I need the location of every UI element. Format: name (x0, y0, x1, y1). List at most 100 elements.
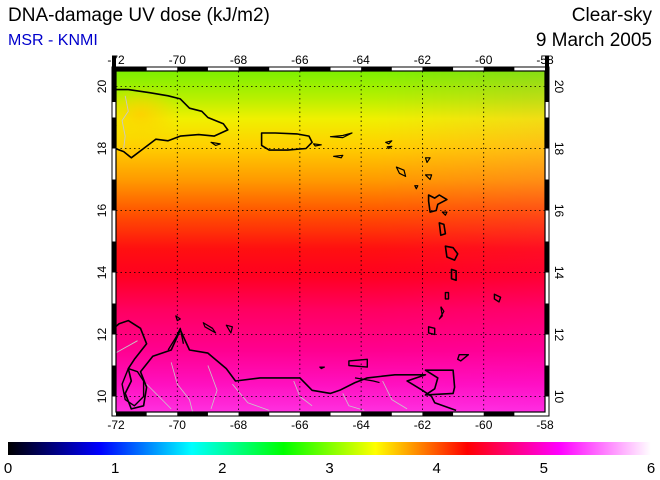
coast-martinique (444, 245, 459, 261)
colorbar-tick-label: 3 (325, 460, 333, 477)
frame-bar-right (545, 241, 549, 273)
lon-tick-label-bottom: -60 (475, 418, 493, 432)
map-outer-frame (111, 66, 550, 417)
lon-tick-label-bottom: -62 (414, 418, 432, 432)
coast-antigua (424, 174, 433, 181)
coast-barbuda (424, 157, 431, 163)
product-label: Clear-sky (571, 5, 652, 26)
coast-aruba (175, 315, 181, 322)
lon-tick-label-top: -62 (414, 53, 432, 67)
frame-bar-bottom (299, 412, 331, 416)
coast-st-martin (386, 145, 393, 150)
frame-bar-top (116, 67, 147, 71)
frame-bar-bottom (483, 412, 515, 416)
lat-tick-label-left: 12 (95, 328, 109, 342)
lat-tick-label-right: 16 (552, 204, 566, 218)
frame-bar-left (112, 179, 116, 211)
frame-bar-right (545, 303, 549, 335)
lon-tick-label-bottom: -58 (536, 418, 554, 432)
coast-lake-maracaibo (121, 367, 145, 407)
frame-bar-top (177, 67, 208, 71)
frame-bar-top (299, 67, 331, 71)
lon-tick-label-top: -72 (107, 53, 125, 67)
border-ven-state-5 (342, 393, 365, 411)
frame-bar-bottom (361, 412, 392, 416)
lat-tick-label-right: 18 (552, 142, 566, 156)
border-ven-state-1 (170, 362, 193, 412)
coast-barbados (493, 293, 502, 303)
coast-marie-galante (441, 211, 448, 216)
frame-bar-left (112, 365, 116, 397)
border-ven-state-2 (207, 365, 218, 410)
colorbar-tick-label: 0 (4, 460, 12, 477)
frame-bar-top (422, 67, 454, 71)
lat-tick-label-left: 20 (95, 80, 109, 94)
lat-tick-label-left: 16 (95, 204, 109, 218)
frame-bar-right (545, 179, 549, 211)
coast-puerto-rico (260, 132, 313, 151)
coast-dominica (438, 222, 447, 237)
lon-tick-label-top: -66 (291, 53, 309, 67)
source-label: MSR - KNMI (8, 32, 98, 49)
colorbar-tick-label: 5 (540, 460, 548, 477)
coast-anguilla (385, 140, 393, 145)
frame-bar-top (361, 67, 392, 71)
lat-tick-label-left: 14 (95, 266, 109, 280)
border-colombia-venezuela (116, 340, 138, 354)
coast-montserrat (414, 185, 419, 190)
frame-bar-left (112, 117, 116, 149)
lon-tick-label-top: -70 (169, 53, 187, 67)
lat-tick-label-right: 12 (552, 328, 566, 342)
coast-curacao (202, 322, 217, 334)
lon-tick-label-top: -60 (475, 53, 493, 67)
coast-vieques (313, 143, 322, 147)
frame-bar-left (112, 55, 116, 102)
lon-tick-label-bottom: -70 (169, 418, 187, 432)
frame-bar-right (545, 55, 549, 102)
lon-tick-label-top: -68 (230, 53, 248, 67)
colorbar-gradient (8, 442, 651, 455)
coast-south-america (116, 319, 457, 412)
border-ven-state-6 (382, 380, 408, 410)
frame-bar-right (545, 365, 549, 397)
coast-paraguana (167, 327, 185, 351)
coast-st-croix (333, 154, 344, 159)
map-title: DNA-damage UV dose (kJ/m2) (8, 5, 270, 26)
lat-tick-label-right: 14 (552, 266, 566, 280)
lon-tick-label-bottom: -66 (291, 418, 309, 432)
frame-bar-top (238, 67, 270, 71)
frame-bar-bottom (177, 412, 208, 416)
border-haiti-dr (121, 95, 129, 149)
frame-bar-bottom (238, 412, 270, 416)
lat-tick-label-left: 10 (95, 390, 109, 404)
lon-tick-label-bottom: -72 (107, 418, 125, 432)
colorbar-tick-label: 6 (647, 460, 655, 477)
coast-guadeloupe (427, 194, 448, 213)
lon-tick-label-bottom: -68 (230, 418, 248, 432)
date-label: 9 March 2005 (535, 30, 652, 51)
lon-tick-label-bottom: -64 (352, 418, 370, 432)
coast-st-kitts (395, 166, 407, 177)
coast-tobago (457, 354, 470, 362)
coast-saona (210, 141, 221, 146)
lat-tick-label-right: 20 (552, 80, 566, 94)
coast-virgin-is (329, 132, 353, 139)
lat-tick-label-left: 18 (95, 142, 109, 156)
lat-tick-label-right: 10 (552, 390, 566, 404)
border-ven-state-7 (146, 383, 172, 410)
coast-cariaco (354, 377, 380, 384)
coast-grenadines (438, 306, 445, 320)
colorbar-tick-label: 2 (218, 460, 226, 477)
frame-bar-right (545, 117, 549, 149)
highland-hotspot (116, 86, 181, 143)
coast-st-lucia (450, 268, 457, 282)
colorbar-tick-label: 1 (111, 460, 119, 477)
coast-tortuga (319, 366, 325, 370)
frame-bar-top (483, 67, 515, 71)
coast-bonaire (225, 324, 233, 334)
frame-bar-left (112, 303, 116, 335)
coast-grenada (427, 326, 436, 336)
frame-bar-bottom (116, 412, 147, 416)
